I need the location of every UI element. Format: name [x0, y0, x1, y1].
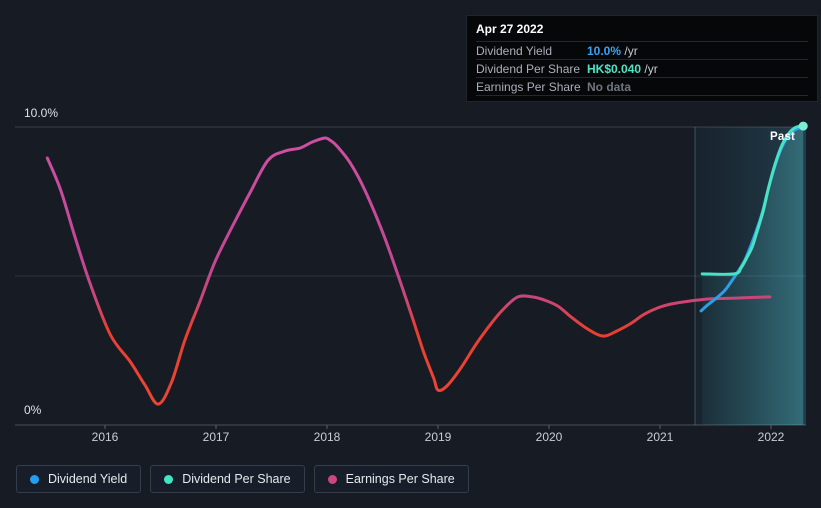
x-axis-year-label: 2016: [91, 430, 119, 444]
legend-dot-pink: [327, 474, 337, 484]
gridlines: [15, 126, 806, 426]
tooltip-value-number: 10.0%: [587, 43, 622, 58]
tooltip-value-number: No data: [587, 79, 632, 94]
x-axis-year-label: 2020: [535, 430, 563, 444]
tooltip-value-suffix: /yr: [621, 43, 638, 58]
eps-line: [45, 136, 772, 406]
x-axis-year-label: 2018: [313, 430, 341, 444]
legend-item-dividend-yield[interactable]: Dividend Yield: [16, 465, 142, 493]
tooltip-value-suffix: /yr: [641, 61, 658, 76]
dps-area-fill: [702, 126, 804, 425]
legend-label: Dividend Yield: [48, 472, 128, 486]
legend-item-dividend-per-share[interactable]: Dividend Per Share: [150, 465, 305, 493]
legend-label: Dividend Per Share: [182, 472, 291, 486]
tooltip-label: Dividend Yield: [476, 43, 553, 58]
chart-tooltip: Apr 27 2022 Dividend Yield 10.0% /yr Div…: [466, 15, 818, 102]
y-axis-label-bottom: 0%: [24, 403, 42, 417]
tooltip-value-number: HK$0.040: [587, 61, 642, 76]
legend-dot-teal: [164, 474, 174, 484]
x-axis-year-label: 2019: [424, 430, 452, 444]
line-end-marker-dot: [798, 121, 808, 131]
x-axis-year-label: 2022: [757, 430, 785, 444]
legend-label: Earnings Per Share: [345, 472, 455, 486]
tooltip-value: HK$0.040 /yr: [587, 62, 658, 76]
x-axis-year-label: 2017: [202, 430, 230, 444]
x-axis-year-label: 2021: [646, 430, 674, 444]
chart-legend: Dividend Yield Dividend Per Share Earnin…: [16, 465, 469, 493]
tooltip-label: Earnings Per Share: [476, 79, 581, 94]
past-label: Past: [770, 131, 796, 143]
legend-dot-blue: [30, 474, 39, 484]
tooltip-label: Dividend Per Share: [476, 61, 581, 76]
x-axis-ticks: [104, 425, 772, 429]
tooltip-row-earnings-per-share: Earnings Per Share No data: [476, 78, 808, 96]
dividend-per-share-line: [700, 124, 805, 276]
tooltip-value: No data: [587, 80, 631, 94]
y-axis-label-top: 10.0%: [24, 106, 59, 120]
legend-item-earnings-per-share[interactable]: Earnings Per Share: [313, 465, 469, 493]
tooltip-row-dividend-per-share: Dividend Per Share HK$0.040 /yr: [476, 60, 808, 78]
tooltip-date: Apr 27 2022: [476, 16, 808, 42]
tooltip-value: 10.0% /yr: [587, 44, 638, 58]
tooltip-row-dividend-yield: Dividend Yield 10.0% /yr: [476, 42, 808, 60]
